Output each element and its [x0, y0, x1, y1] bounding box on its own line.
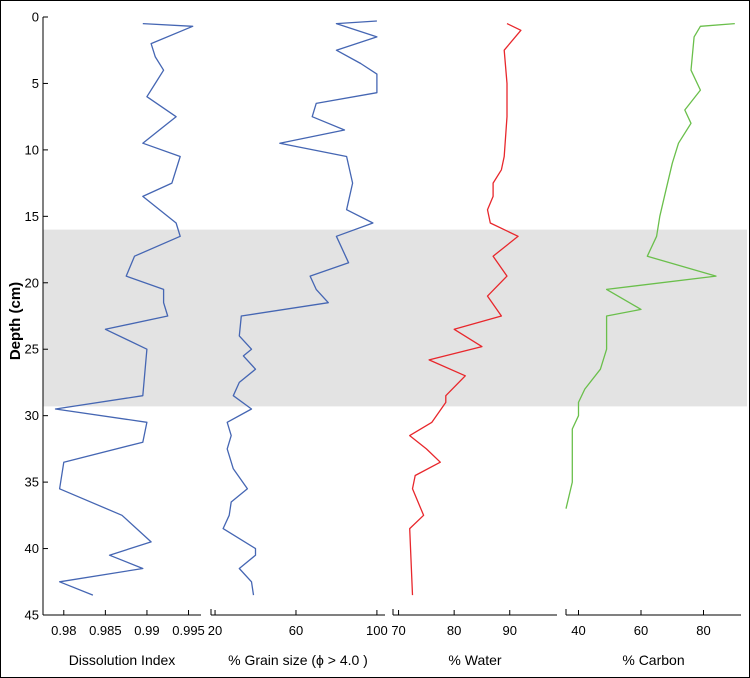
x-axis-label-panel-2: % Grain size (ϕ > 4.0 ) [228, 652, 368, 668]
series-layer [54, 20, 735, 596]
x-tick-label-panel-4-0: 40 [571, 623, 585, 638]
y-tick-label-10: 10 [25, 142, 39, 157]
x-tick-label-panel-2-2: 100 [366, 623, 388, 638]
y-tick-label-35: 35 [25, 475, 39, 490]
x-tick-label-panel-2-0: 20 [208, 623, 222, 638]
x-axis-label-panel-4: % Carbon [622, 652, 684, 668]
y-tick-label-0: 0 [32, 10, 39, 25]
x-tick-label-panel-2-1: 60 [289, 623, 303, 638]
y-axis-label: Depth (cm) [7, 282, 24, 360]
y-tick-label-30: 30 [25, 408, 39, 423]
x-tick-label-panel-3-2: 90 [503, 623, 517, 638]
y-tick-label-45: 45 [25, 608, 39, 623]
series-line-panel-2 [222, 20, 378, 596]
x-tick-label-panel-1-2: 0.99 [134, 623, 159, 638]
axes-layer: 0 5 10 15 20 25 30 35 40 45 0.98 0.985 0.99 0.995 Diss… [25, 10, 741, 668]
y-tick-label-20: 20 [25, 275, 39, 290]
x-axis-label-panel-1: Dissolution Index [69, 652, 176, 668]
series-line-panel-4 [565, 22, 735, 509]
y-tick-label-5: 5 [32, 76, 39, 91]
shaded-band-layer [43, 229, 747, 407]
x-tick-label-panel-4-1: 60 [634, 623, 648, 638]
shaded-depth-band [43, 229, 747, 407]
x-tick-label-panel-3-1: 80 [447, 623, 461, 638]
y-tick-label-15: 15 [25, 209, 39, 224]
x-tick-label-panel-1-3: 0.995 [172, 623, 205, 638]
x-tick-label-panel-3-0: 70 [391, 623, 405, 638]
x-tick-label-panel-4-2: 80 [696, 623, 710, 638]
x-tick-label-panel-1-0: 0.98 [51, 623, 76, 638]
series-line-panel-3 [409, 23, 522, 596]
y-tick-label-25: 25 [25, 342, 39, 357]
x-axis-label-panel-3: % Water [448, 652, 501, 668]
series-line-panel-1 [54, 22, 194, 596]
y-tick-label-40: 40 [25, 541, 39, 556]
x-tick-label-panel-1-1: 0.985 [89, 623, 122, 638]
